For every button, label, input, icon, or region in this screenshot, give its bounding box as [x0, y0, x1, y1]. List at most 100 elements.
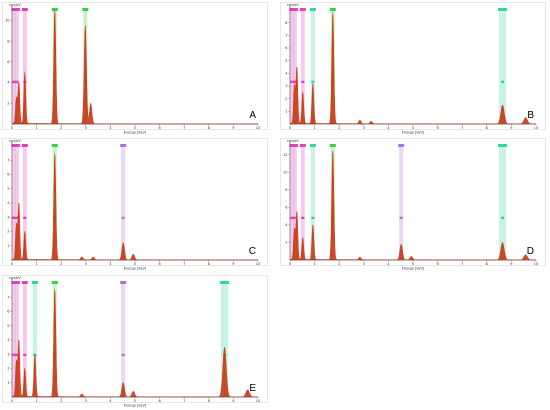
x-tick-label: 7 — [461, 126, 463, 130]
element-marker-band — [399, 146, 404, 260]
eds-panel-b: 0 1 2 3 4 5 6 7 8 9 10 1 2 3 4 5 6 7 8 cps/eV Energy [keV] B — [280, 2, 546, 135]
y-tick-label: 10 — [5, 19, 9, 23]
element-marker-label — [12, 80, 16, 84]
element-marker-label — [293, 80, 297, 84]
element-marker-tag — [13, 281, 20, 284]
eds-spectrum-e: 0 1 2 3 4 5 6 7 8 9 10 1 2 3 4 5 6 7 cps/eV Energy [keV] E — [2, 275, 268, 408]
y-tick-label: 4 — [285, 223, 288, 227]
y-tick-label: 1 — [7, 244, 9, 248]
x-tick-label: 1 — [35, 399, 37, 403]
element-marker-tag — [21, 144, 28, 147]
y-tick-label: 2 — [285, 241, 287, 245]
x-tick-label: 3 — [363, 126, 365, 130]
element-marker-label — [311, 216, 315, 220]
y-axis-label: cps/eV — [287, 139, 299, 143]
x-axis-label: Energy [keV] — [402, 267, 425, 271]
eds-panel-a: 0 1 2 3 4 5 6 7 8 9 10 2 4 6 8 10 cps/eV Energy [keV] A — [2, 2, 268, 135]
x-tick-label: 10 — [534, 262, 538, 266]
element-marker-label — [121, 216, 125, 220]
x-tick-label: 10 — [256, 126, 260, 130]
x-tick-label: 5 — [412, 262, 414, 266]
x-tick-label: 6 — [436, 262, 438, 266]
x-tick-label: 5 — [412, 126, 414, 130]
y-tick-label: 1 — [7, 381, 9, 385]
x-tick-label: 9 — [232, 262, 234, 266]
eds-spectrum-a: 0 1 2 3 4 5 6 7 8 9 10 2 4 6 8 10 cps/eV Energy [keV] A — [2, 2, 268, 135]
y-tick-label: 6 — [285, 46, 287, 50]
x-tick-label: 9 — [232, 399, 234, 403]
element-marker-tag — [220, 281, 230, 284]
y-tick-label: 5 — [7, 187, 9, 191]
element-marker-label — [301, 216, 305, 220]
element-marker-label — [15, 216, 19, 220]
element-marker-band — [14, 283, 19, 397]
x-axis-label: Energy [keV] — [124, 131, 147, 135]
x-tick-label: 7 — [183, 126, 185, 130]
x-tick-label: 0 — [11, 126, 13, 130]
element-marker-label — [290, 216, 294, 220]
element-marker-label — [290, 80, 294, 84]
x-tick-label: 5 — [134, 126, 136, 130]
x-tick-label: 3 — [85, 126, 87, 130]
x-tick-label: 3 — [85, 262, 87, 266]
y-tick-label: 2 — [285, 97, 287, 101]
x-tick-label: 0 — [289, 262, 291, 266]
element-marker-band — [499, 146, 507, 260]
x-tick-label: 1 — [313, 126, 315, 130]
x-tick-label: 2 — [60, 262, 62, 266]
x-tick-label: 2 — [60, 399, 62, 403]
element-marker-tag — [51, 8, 58, 11]
element-marker-label — [23, 353, 27, 357]
element-marker-band — [32, 283, 37, 397]
y-axis-label: cps/eV — [9, 139, 21, 143]
element-marker-tag — [51, 281, 58, 284]
x-axis-label: Energy [keV] — [402, 131, 425, 135]
element-marker-band — [499, 10, 507, 124]
x-tick-label: 8 — [486, 262, 488, 266]
element-marker-band — [14, 10, 19, 124]
x-axis-label: Energy [keV] — [124, 404, 147, 408]
element-marker-tag — [82, 8, 89, 11]
y-tick-label: 5 — [7, 324, 9, 328]
panel-frame — [2, 2, 268, 130]
element-marker-label — [15, 353, 19, 357]
element-marker-band — [121, 146, 126, 260]
y-tick-label: 1 — [285, 110, 287, 114]
y-tick-label: 2 — [7, 367, 9, 371]
x-tick-label: 1 — [35, 262, 37, 266]
panel-frame — [2, 138, 268, 266]
element-marker-label — [23, 216, 27, 220]
element-marker-tag — [309, 144, 316, 147]
element-marker-tag — [13, 144, 20, 147]
y-tick-label: 4 — [7, 201, 10, 205]
x-axis-label: Energy [keV] — [124, 267, 147, 271]
x-tick-label: 0 — [11, 399, 13, 403]
x-tick-label: 9 — [510, 126, 512, 130]
eds-panel-e: 0 1 2 3 4 5 6 7 8 9 10 1 2 3 4 5 6 7 cps/eV Energy [keV] E — [2, 275, 268, 408]
eds-spectrum-b: 0 1 2 3 4 5 6 7 8 9 10 1 2 3 4 5 6 7 8 cps/eV Energy [keV] B — [280, 2, 546, 135]
element-marker-band — [22, 146, 27, 260]
x-tick-label: 6 — [436, 126, 438, 130]
x-tick-label: 3 — [85, 399, 87, 403]
element-marker-band — [290, 10, 294, 124]
y-tick-label: 3 — [7, 352, 9, 356]
y-tick-label: 7 — [285, 34, 287, 38]
y-tick-label: 6 — [7, 60, 9, 64]
element-marker-band — [292, 146, 297, 260]
element-marker-band — [300, 10, 305, 124]
element-marker-tag — [21, 8, 28, 11]
y-tick-label: 2 — [7, 230, 9, 234]
element-marker-label — [501, 216, 505, 220]
y-tick-label: 4 — [7, 338, 10, 342]
y-tick-label: 6 — [285, 206, 287, 210]
x-tick-label: 8 — [208, 262, 210, 266]
element-marker-band — [221, 283, 229, 397]
y-tick-label: 2 — [7, 101, 9, 105]
x-tick-label: 6 — [158, 126, 160, 130]
y-tick-label: 10 — [283, 171, 287, 175]
element-marker-band — [22, 283, 27, 397]
y-tick-label: 4 — [7, 81, 10, 85]
element-marker-label — [293, 216, 297, 220]
x-tick-label: 1 — [35, 126, 37, 130]
x-tick-label: 8 — [486, 126, 488, 130]
